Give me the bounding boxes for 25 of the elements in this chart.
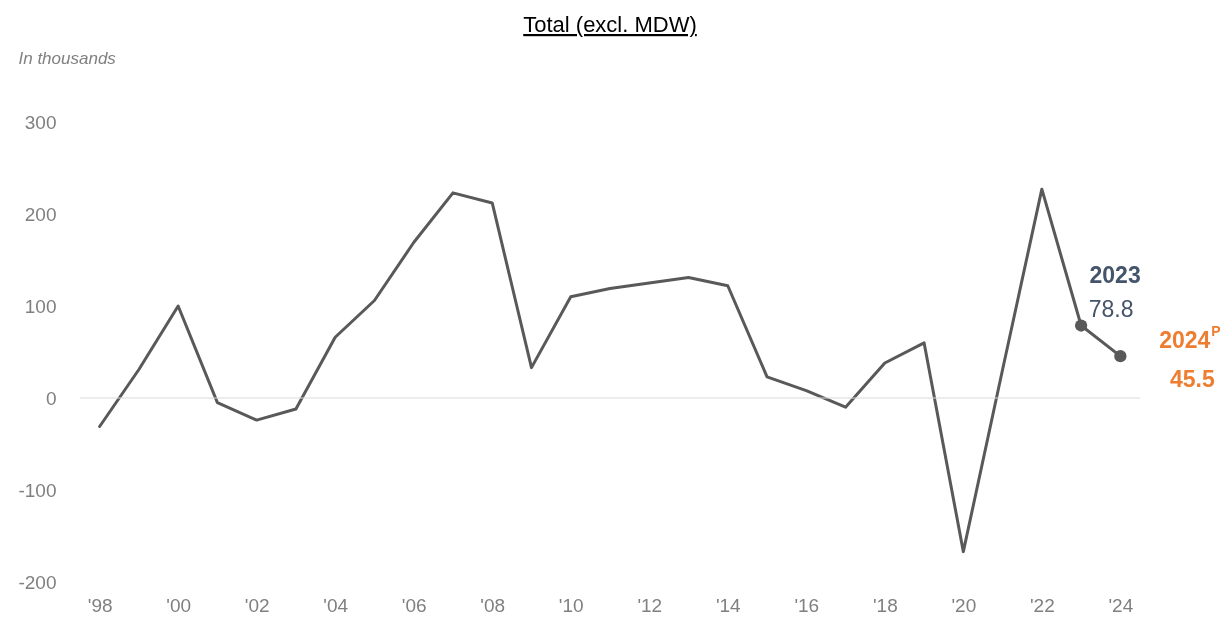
x-tick-label: '04 — [323, 594, 349, 616]
x-tick-label: '08 — [480, 594, 506, 616]
data-label: 45.5 — [1169, 366, 1215, 393]
y-tick-label: 300 — [24, 111, 57, 133]
x-tick-label: '10 — [558, 594, 584, 616]
x-tick-label: '16 — [794, 594, 820, 616]
x-tick-label: '00 — [166, 594, 192, 616]
y-axis-title: In thousands — [18, 48, 117, 68]
y-tick-label: -100 — [18, 479, 57, 501]
x-tick-label: '12 — [637, 594, 663, 616]
y-tick-label: 200 — [24, 203, 57, 225]
x-tick-label: '18 — [872, 594, 898, 616]
x-tick-label: '14 — [715, 594, 742, 616]
x-tick-label: '98 — [87, 594, 113, 616]
x-tick-label: '22 — [1029, 594, 1055, 616]
annotation: 2023 — [1089, 261, 1141, 288]
x-tick-label: '20 — [951, 594, 977, 616]
chart-title: Total (excl. MDW) — [523, 12, 697, 37]
x-tick-label: '06 — [401, 594, 427, 616]
y-tick-label: -200 — [18, 571, 57, 593]
y-tick-label: 0 — [45, 387, 57, 409]
x-tick-label: '24 — [1108, 594, 1134, 616]
data-label: 78.8 — [1088, 295, 1134, 322]
x-tick-label: '02 — [244, 594, 270, 616]
y-tick-label: 100 — [24, 295, 57, 317]
